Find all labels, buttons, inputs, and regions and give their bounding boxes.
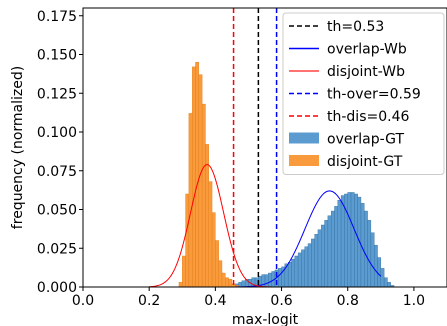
- histogram-bar: [218, 260, 223, 288]
- histogram-bar: [188, 113, 193, 288]
- histogram-bar: [354, 193, 358, 288]
- legend: th=0.53 overlap-Wb disjoint-Wb th-over=0.59…: [282, 12, 445, 175]
- histogram-bar: [195, 62, 200, 288]
- histogram-bar: [185, 193, 190, 288]
- legend-label: overlap-Wb: [327, 42, 407, 58]
- legend-label: disjoint-Wb: [327, 64, 405, 80]
- y-tick-label: 0.150: [37, 48, 77, 64]
- histogram-bar: [201, 103, 206, 288]
- histogram-bar: [321, 224, 325, 288]
- plot-frame: [82, 7, 447, 288]
- histogram-bar: [251, 277, 256, 288]
- legend-item: disjoint-Wb: [289, 64, 405, 80]
- y-tick-label: 0.000: [37, 280, 77, 296]
- x-tick-label: 0.0: [72, 293, 94, 309]
- legend-box: [282, 12, 445, 175]
- histogram-bar: [374, 244, 378, 288]
- y-tick-label: 0.050: [37, 203, 77, 219]
- histogram-bar: [364, 210, 368, 288]
- histogram-bar: [205, 144, 209, 288]
- legend-item: th=0.53: [289, 19, 384, 35]
- histogram-bar: [304, 246, 309, 288]
- histogram-bar: [264, 274, 269, 288]
- legend-label: th=0.53: [327, 19, 384, 35]
- histogram-bar: [225, 277, 229, 288]
- histogram-bar: [208, 181, 213, 288]
- histogram-bar: [178, 282, 183, 288]
- x-tick-label: 1.0: [403, 293, 425, 309]
- histogram-bar: [268, 272, 272, 288]
- legend-item: overlap-GT: [289, 132, 404, 148]
- histogram-bar: [297, 252, 302, 288]
- histogram-bar: [182, 255, 186, 288]
- legend-label: overlap-GT: [327, 132, 404, 148]
- histogram-bar: [294, 255, 299, 288]
- histogram-bar: [387, 282, 391, 288]
- y-tick-label: 0.125: [37, 86, 77, 102]
- y-tick-label: 0.075: [37, 164, 77, 180]
- histogram-bar: [215, 240, 219, 288]
- histogram-bar: [191, 66, 196, 288]
- histogram-bar: [311, 238, 315, 288]
- legend-swatch: [289, 155, 319, 166]
- histogram-bar: [317, 229, 322, 288]
- legend-label: th-dis=0.46: [327, 109, 409, 125]
- histogram-bar: [301, 249, 305, 288]
- legend-item: th-dis=0.46: [289, 109, 409, 125]
- histogram-bar: [324, 220, 329, 288]
- histogram-bar: [377, 257, 382, 288]
- histogram-bar: [291, 258, 295, 288]
- histogram-bar: [334, 206, 338, 288]
- legend-item: overlap-Wb: [289, 42, 407, 58]
- legend-item: th-over=0.59: [289, 87, 421, 103]
- histogram-bar: [370, 232, 375, 288]
- x-tick-label: 0.4: [204, 293, 226, 309]
- x-tick-label: 0.2: [138, 293, 160, 309]
- series-overlap-GT: [228, 192, 395, 288]
- x-tick-label: 0.8: [337, 293, 359, 309]
- histogram-bar: [330, 210, 335, 288]
- histogram-bar: [367, 220, 372, 288]
- histogram-bar: [383, 277, 388, 288]
- histogram-bar: [314, 234, 319, 288]
- y-tick-label: 0.025: [37, 241, 77, 257]
- legend-label: th-over=0.59: [327, 87, 421, 103]
- y-tick-label: 0.100: [37, 125, 77, 141]
- histogram-bar: [327, 215, 332, 288]
- histogram-bar: [287, 262, 292, 288]
- series-disjoint-GT: [178, 62, 239, 288]
- legend-item: disjoint-GT: [289, 154, 403, 170]
- histogram-bar: [198, 74, 203, 288]
- histogram-bar: [337, 199, 342, 288]
- y-axis: 0.000 0.025 0.050 0.075 0.100 0.125 0.150 0.175: [37, 9, 83, 296]
- y-tick-label: 0.175: [37, 9, 77, 25]
- histogram-bar: [221, 272, 226, 288]
- fit-curve-disjoint-Wb: [149, 164, 282, 288]
- histogram-bar: [350, 192, 355, 288]
- histogram-bar: [228, 279, 233, 288]
- histogram-bar: [241, 280, 246, 288]
- histogram-bar: [238, 282, 243, 288]
- legend-label: disjoint-GT: [327, 154, 403, 170]
- y-axis-label: frequency (normalized): [10, 66, 26, 229]
- x-tick-label: 0.6: [270, 293, 292, 309]
- histogram-bar: [278, 268, 282, 288]
- histogram-bar: [347, 192, 352, 288]
- histogram-bar: [211, 212, 216, 288]
- histogram-bar: [380, 268, 385, 288]
- legend-swatch: [289, 132, 319, 144]
- histogram-bar: [307, 243, 312, 288]
- x-axis: 0.0 0.2 0.4 0.6 0.8 1.0: [72, 287, 425, 309]
- histogram-bar: [340, 195, 345, 288]
- x-axis-label: max-logit: [232, 312, 299, 326]
